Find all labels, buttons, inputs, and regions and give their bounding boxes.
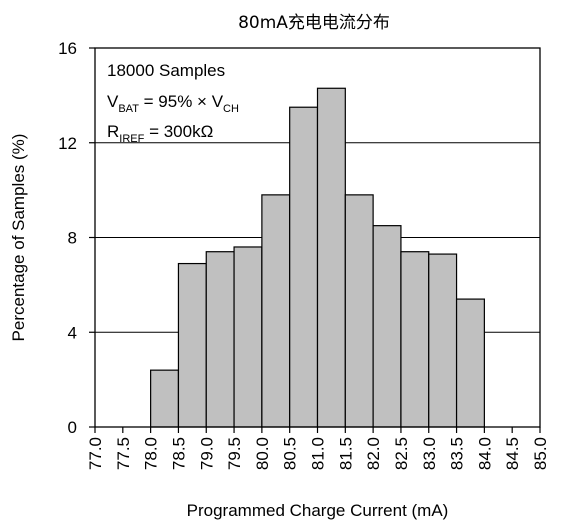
y-tick-label: 8: [68, 229, 77, 248]
x-axis-ticks: 77.0 77.5 78.0 78.5 79.0 79.5 80.0 80.5 81.0 81.5…: [86, 427, 550, 470]
x-tick-label: 81.0: [309, 437, 328, 470]
x-tick-label: 78.5: [169, 437, 188, 470]
annotation-riref-main: R: [107, 122, 119, 141]
x-tick-label: 84.5: [503, 437, 522, 470]
x-tick-label: 77.0: [86, 437, 105, 470]
chart-title: 80mA充电电流分布: [238, 13, 390, 33]
x-tick-label: 79.5: [225, 437, 244, 470]
y-tick-label: 4: [68, 323, 77, 342]
y-axis-ticks: 0 4 8 12 16: [58, 39, 95, 437]
annotation-vbat-sub: BAT: [118, 103, 139, 115]
x-tick-label: 83.5: [448, 437, 467, 470]
histogram-bar: [233, 246, 263, 428]
x-tick-label: 78.0: [142, 437, 161, 470]
annotation-vbat: VBAT = 95% × VCH: [107, 92, 239, 115]
annotation-riref-rest: = 300kΩ: [144, 122, 213, 141]
histogram-bar: [150, 369, 180, 428]
histogram-bar: [177, 262, 207, 428]
x-tick-label: 77.5: [114, 437, 133, 470]
annotation-riref-sub: IREF: [119, 133, 144, 145]
x-tick-label: 83.0: [420, 437, 439, 470]
histogram-bar: [205, 251, 235, 428]
annotation-sample-count: 18000 Samples: [107, 61, 225, 80]
annotation-riref: RIREF = 300kΩ: [107, 122, 213, 145]
histogram-bar: [289, 106, 319, 428]
x-tick-label: 79.0: [197, 437, 216, 470]
y-tick-label: 12: [58, 134, 77, 153]
annotation-vbat-mid: = 95% × V: [139, 92, 224, 111]
x-axis-label: Programmed Charge Current (mA): [187, 501, 449, 520]
x-tick-label: 80.5: [281, 437, 300, 470]
histogram-bar: [372, 225, 402, 428]
histogram-bar: [344, 194, 374, 428]
histogram-bar: [316, 87, 346, 428]
x-tick-label: 82.5: [392, 437, 411, 470]
x-tick-label: 84.0: [475, 437, 494, 470]
y-tick-label: 0: [68, 418, 77, 437]
histogram-bar: [455, 298, 485, 428]
x-tick-label: 82.0: [364, 437, 383, 470]
annotation-vbat-main: V: [107, 92, 119, 111]
x-tick-label: 80.0: [253, 437, 272, 470]
x-tick-label: 81.5: [336, 437, 355, 470]
histogram-bar: [400, 251, 430, 428]
x-tick-label: 85.0: [531, 437, 550, 470]
histogram-bar: [261, 194, 291, 428]
histogram-bar: [428, 253, 458, 428]
bar-series: [150, 87, 485, 428]
y-tick-label: 16: [58, 39, 77, 58]
y-axis-label: Percentage of Samples (%): [9, 134, 28, 342]
annotation-vch-sub: CH: [223, 103, 239, 115]
